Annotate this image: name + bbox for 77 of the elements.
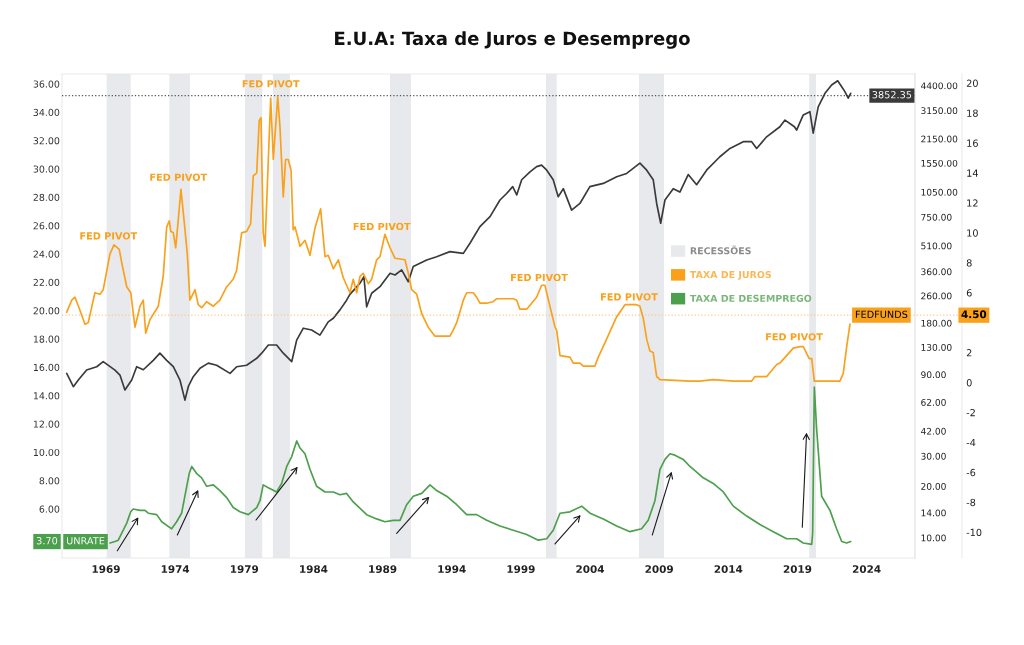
annotation: FEDFUNDS xyxy=(855,310,908,318)
y2-tick-label: 130.00 xyxy=(921,343,952,351)
y3-tick-label: 6 xyxy=(966,289,972,297)
y-tick-label: 16.00 xyxy=(33,363,60,372)
annotation: FED PIVOT xyxy=(242,80,300,88)
y3-tick-label: 0 xyxy=(966,379,972,387)
y3-tick-label: -2 xyxy=(966,408,975,417)
y-tick-label: 28.00 xyxy=(33,193,60,201)
y-tick-label: 32.00 xyxy=(33,137,60,145)
x-tick-label: 2004 xyxy=(576,565,605,574)
y-tick-label: 26.00 xyxy=(33,222,60,230)
y-tick-label: 18.00 xyxy=(33,335,60,343)
y2-tick-label: 14.00 xyxy=(921,509,946,517)
ref-line-label: 4.50 xyxy=(961,310,987,319)
annotation: UNRATE xyxy=(67,537,105,545)
x-tick-label: 2024 xyxy=(852,565,881,574)
y3-tick-label: 18 xyxy=(967,109,978,117)
y3-tick-label: -8 xyxy=(966,498,976,507)
y-tick-label: 36.00 xyxy=(33,80,60,88)
y3-tick-label: -6 xyxy=(966,468,976,477)
y2-tick-label: 2150.00 xyxy=(921,135,958,143)
chart-title: E.U.A: Taxa de Juros e Desemprego xyxy=(335,31,690,49)
y2-tick-label: 3150.00 xyxy=(921,107,958,115)
y-tick-label: 8.00 xyxy=(39,477,60,485)
y-tick-label: 10.00 xyxy=(33,448,60,457)
x-tick-label: 1999 xyxy=(507,565,535,574)
y2-tick-label: 1050.00 xyxy=(921,188,958,196)
legend-label: TAXA DE DESEMPREGO xyxy=(689,294,812,302)
y2-tick-label: 180.00 xyxy=(921,319,952,327)
y2-tick-label: 4400.00 xyxy=(921,82,958,90)
y3-tick-label: 12 xyxy=(967,199,978,207)
y3-tick-label: 10 xyxy=(967,229,978,237)
y-tick-label: 20.00 xyxy=(33,307,60,315)
annotation: FED PIVOT xyxy=(601,293,658,301)
y2-tick-label: 360.00 xyxy=(921,268,952,276)
y2-tick-label: 260.00 xyxy=(921,292,952,300)
y-tick-label: 24.00 xyxy=(33,250,60,258)
y3-tick-label: 14 xyxy=(967,169,978,177)
y-tick-label: 12.00 xyxy=(33,420,60,428)
y2-tick-label: 90.00 xyxy=(921,371,946,379)
x-tick-label: 1984 xyxy=(300,565,328,574)
y-tick-label: 14.00 xyxy=(33,392,60,400)
x-tick-label: 1974 xyxy=(161,565,190,574)
y-tick-label: 30.00 xyxy=(33,165,60,173)
y2-tick-label: 750.00 xyxy=(921,213,952,221)
y2-tick-label: 20.00 xyxy=(921,482,946,490)
annotation: FED PIVOT xyxy=(353,222,411,231)
y-tick-label: 6.00 xyxy=(39,505,60,513)
y2-tick-label: 510.00 xyxy=(921,242,952,250)
x-tick-label: 1989 xyxy=(369,565,397,574)
band-label: RECESSÕES xyxy=(690,245,751,255)
y-tick-label: 34.00 xyxy=(33,108,60,116)
legend-label: TAXA DE JUROS xyxy=(689,270,771,280)
x-tick-label: 2014 xyxy=(714,565,743,574)
y3-tick-label: -10 xyxy=(966,528,982,537)
y3-tick-label: 16 xyxy=(967,139,978,147)
y3-tick-label: 8 xyxy=(966,259,972,267)
y-tick-label: 22.00 xyxy=(33,278,60,286)
text: 3.70 xyxy=(36,537,58,545)
y3-tick-label: 20 xyxy=(966,79,978,87)
x-tick-label: 1979 xyxy=(230,565,259,574)
annotation: FED PIVOT xyxy=(511,273,568,282)
y3-tick-label: -4 xyxy=(966,439,976,447)
annotation: FED PIVOT xyxy=(80,232,138,240)
ref-line-label: 3852.35 xyxy=(872,91,912,99)
x-tick-label: 2019 xyxy=(783,565,812,574)
x-tick-label: 1994 xyxy=(438,565,466,574)
y2-tick-label: 62.00 xyxy=(921,398,946,406)
x-tick-label: 1969 xyxy=(92,565,120,574)
x-tick-label: 2009 xyxy=(645,565,673,574)
y2-tick-label: 1550.00 xyxy=(921,159,958,167)
y2-tick-label: 42.00 xyxy=(921,427,946,435)
annotation: FED PIVOT xyxy=(766,333,823,341)
y3-tick-label: 2 xyxy=(966,349,972,357)
annotation: FED PIVOT xyxy=(150,173,208,181)
y2-tick-label: 10.00 xyxy=(921,534,946,542)
y2-tick-label: 30.00 xyxy=(921,452,946,460)
